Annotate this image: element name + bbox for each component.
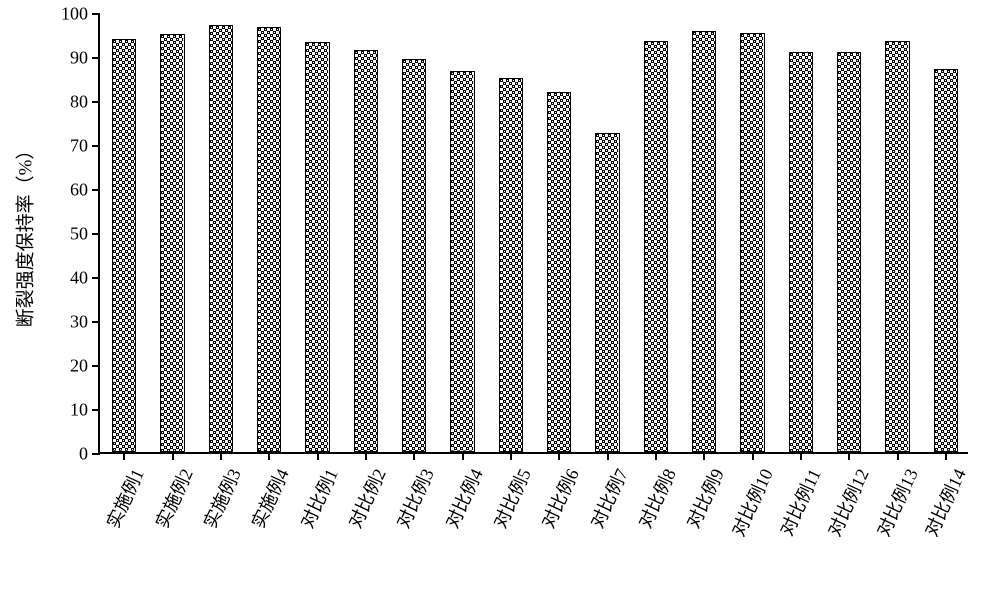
bar-chart: 0102030405060708090100实施例1实施例2实施例3实施例4对比… (0, 0, 1000, 591)
x-tick-label: 对比例3 (390, 464, 440, 532)
y-tick (92, 101, 100, 103)
x-tick (172, 452, 174, 460)
bar (112, 39, 136, 452)
bar (354, 50, 378, 452)
x-tick (848, 452, 850, 460)
x-tick (558, 452, 560, 460)
x-tick (220, 452, 222, 460)
x-tick (413, 452, 415, 460)
x-tick-label: 对比例12 (821, 464, 875, 540)
x-tick-label: 对比例13 (869, 464, 923, 540)
bar (885, 41, 909, 452)
y-tick-label: 0 (79, 444, 88, 465)
y-tick-label: 50 (70, 224, 88, 245)
y-tick-label: 20 (70, 356, 88, 377)
y-tick (92, 233, 100, 235)
x-tick-label: 对比例10 (724, 464, 778, 540)
y-tick (92, 409, 100, 411)
y-tick-label: 40 (70, 268, 88, 289)
bar (305, 42, 329, 452)
y-tick (92, 57, 100, 59)
bar (547, 92, 571, 452)
x-tick (365, 452, 367, 460)
x-tick (123, 452, 125, 460)
x-tick-label: 实施例2 (148, 464, 198, 532)
x-tick-label: 实施例3 (196, 464, 246, 532)
bar (402, 59, 426, 452)
bar (789, 52, 813, 452)
y-tick (92, 189, 100, 191)
y-tick-label: 60 (70, 180, 88, 201)
x-tick (510, 452, 512, 460)
x-tick-label: 对比例2 (341, 464, 391, 532)
bar (692, 31, 716, 452)
x-tick-label: 对比例6 (535, 464, 585, 532)
x-tick-label: 对比例5 (486, 464, 536, 532)
x-tick (897, 452, 899, 460)
bar (257, 27, 281, 452)
x-tick (607, 452, 609, 460)
y-tick (92, 321, 100, 323)
x-tick-label: 对比例8 (631, 464, 681, 532)
y-tick (92, 13, 100, 15)
x-tick-label: 对比例14 (917, 464, 971, 540)
x-tick-label: 对比例9 (680, 464, 730, 532)
x-tick (317, 452, 319, 460)
y-axis-title: 断裂强度保持率（%） (11, 141, 38, 328)
x-tick-label: 对比例1 (293, 464, 343, 532)
bar (644, 41, 668, 452)
x-tick (268, 452, 270, 460)
bar (499, 78, 523, 452)
bar (837, 52, 861, 452)
x-tick-label: 对比例7 (583, 464, 633, 532)
x-tick-label: 实施例4 (245, 464, 295, 532)
x-tick (800, 452, 802, 460)
x-tick (655, 452, 657, 460)
y-tick-label: 100 (61, 4, 88, 25)
x-tick (462, 452, 464, 460)
y-tick-label: 10 (70, 400, 88, 421)
bar (450, 71, 474, 452)
x-tick-label: 对比例11 (773, 464, 827, 540)
bar (595, 133, 619, 452)
plot-area: 0102030405060708090100实施例1实施例2实施例3实施例4对比… (98, 14, 968, 454)
x-tick (945, 452, 947, 460)
x-tick-label: 实施例1 (100, 464, 150, 532)
y-tick-label: 70 (70, 136, 88, 157)
x-tick (752, 452, 754, 460)
y-tick (92, 453, 100, 455)
y-tick (92, 365, 100, 367)
y-tick-label: 80 (70, 92, 88, 113)
bar (209, 25, 233, 452)
y-tick (92, 145, 100, 147)
y-tick-label: 30 (70, 312, 88, 333)
bar (160, 34, 184, 452)
y-tick (92, 277, 100, 279)
y-tick-label: 90 (70, 48, 88, 69)
x-tick-label: 对比例4 (438, 464, 488, 532)
bar (934, 69, 958, 452)
x-tick (703, 452, 705, 460)
bar (740, 33, 764, 452)
